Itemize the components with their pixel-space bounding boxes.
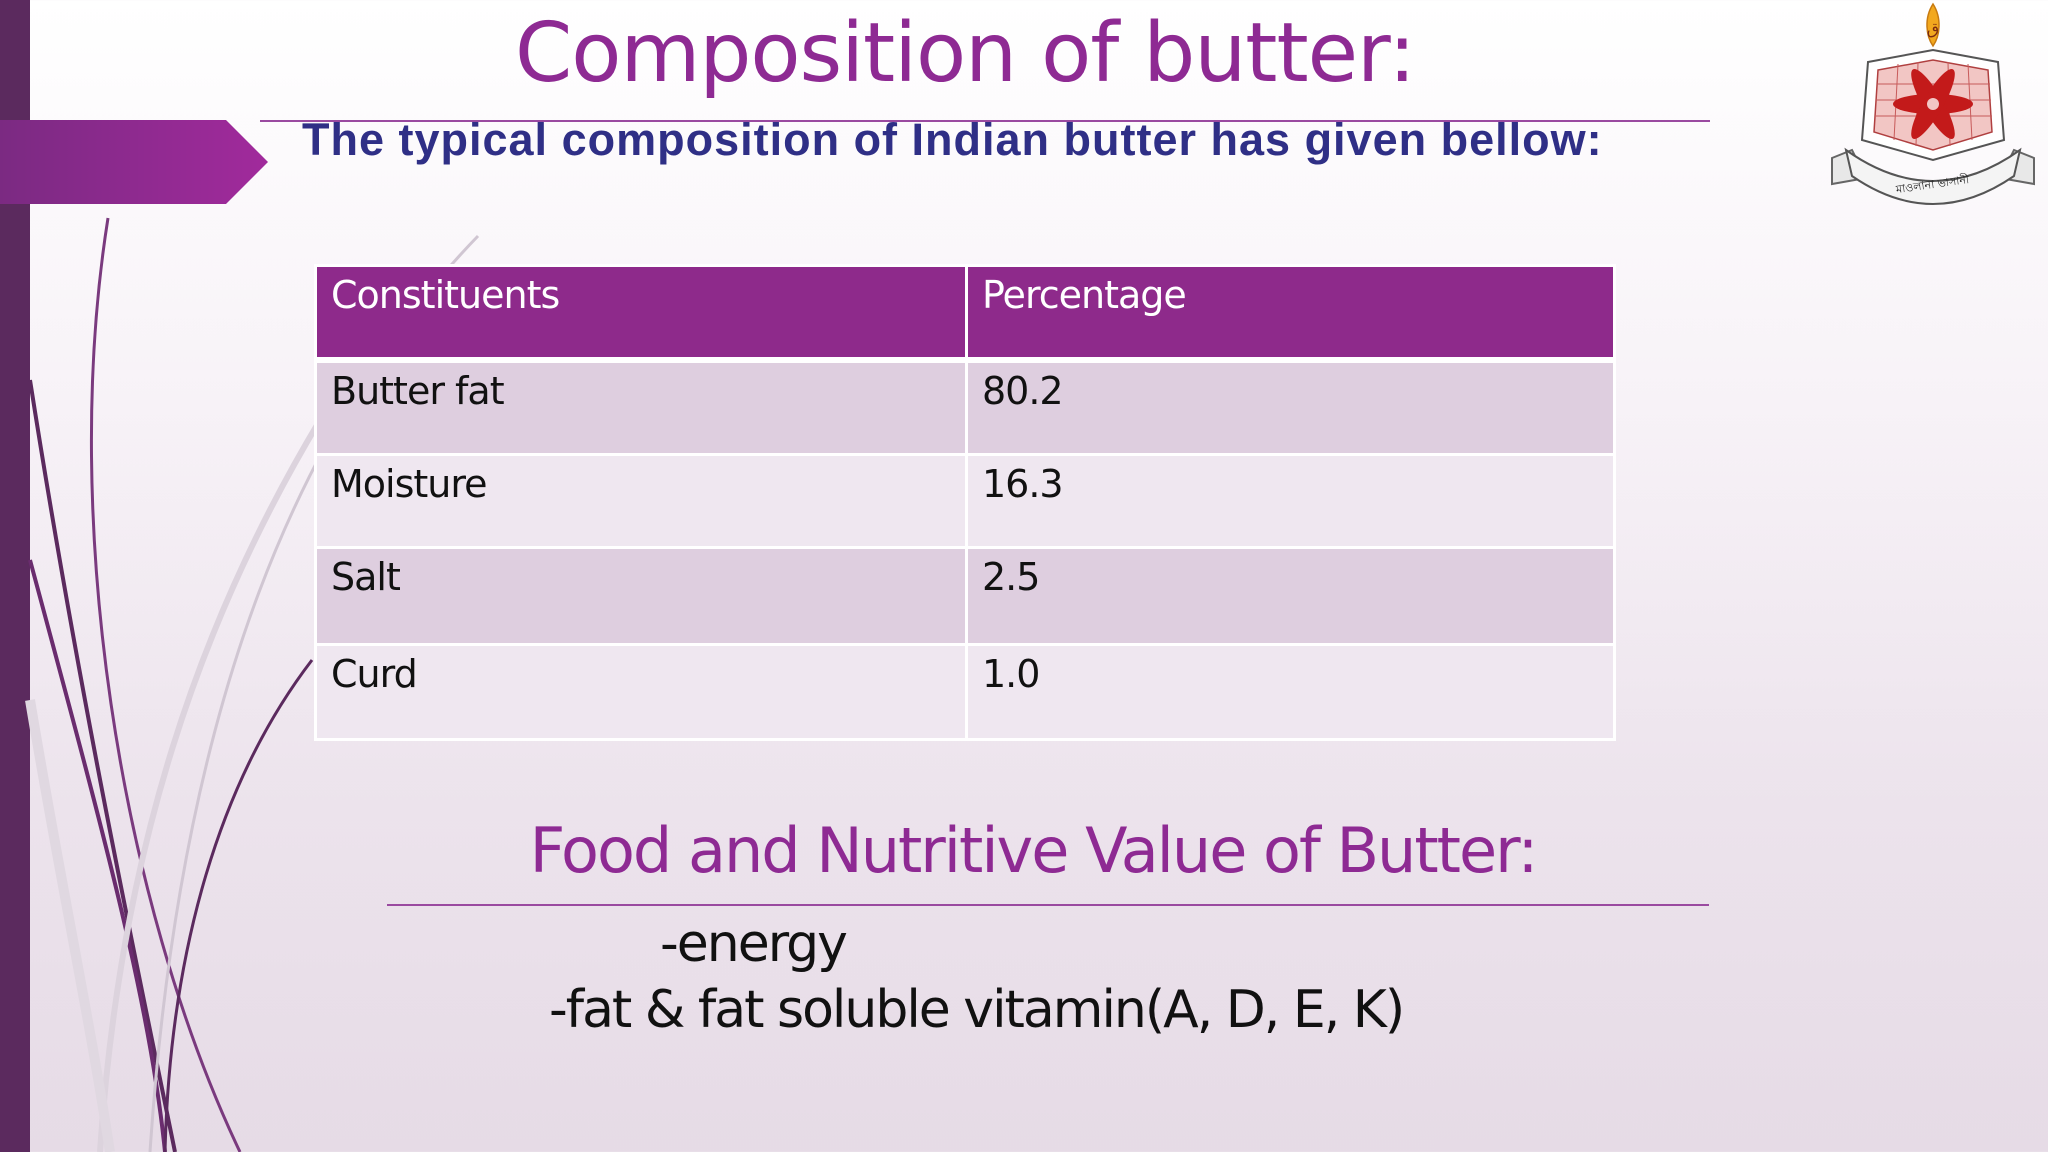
table-row: Butter fat 80.2 — [314, 358, 1616, 456]
table-row: Moisture 16.3 — [314, 453, 1616, 549]
title-divider — [260, 120, 1710, 122]
university-logo: ق মাওলানা ভাসানী — [1831, 2, 2035, 205]
section-title: Food and Nutritive Value of Butter: — [529, 814, 1539, 887]
header-constituents: Constituents — [314, 264, 968, 363]
section-divider — [387, 904, 1709, 906]
table-header-row: Constituents Percentage — [314, 264, 1616, 363]
constituent-cell: Moisture — [314, 453, 968, 549]
slide-subtitle: The typical composition of Indian butter… — [302, 114, 1603, 165]
composition-table: Constituents Percentage Butter fat 80.2 … — [314, 264, 1616, 741]
table-row: Salt 2.5 — [314, 546, 1616, 646]
slide-title: Composition of butter: — [515, 6, 1416, 101]
nutrition-point: -fat & fat soluble vitamin(A, D, E, K) — [549, 980, 1405, 1040]
constituent-cell: Curd — [314, 643, 968, 741]
percentage-cell: 1.0 — [965, 643, 1616, 741]
constituent-cell: Salt — [314, 546, 968, 646]
header-percentage: Percentage — [965, 264, 1616, 363]
percentage-cell: 16.3 — [965, 453, 1616, 549]
constituent-cell: Butter fat — [314, 358, 968, 456]
title-arrow-tab — [0, 120, 268, 204]
percentage-cell: 2.5 — [965, 546, 1616, 646]
nutrition-point: -energy — [660, 914, 848, 974]
percentage-cell: 80.2 — [965, 358, 1616, 456]
table-row: Curd 1.0 — [314, 643, 1616, 741]
svg-text:ق: ق — [1927, 19, 1939, 38]
